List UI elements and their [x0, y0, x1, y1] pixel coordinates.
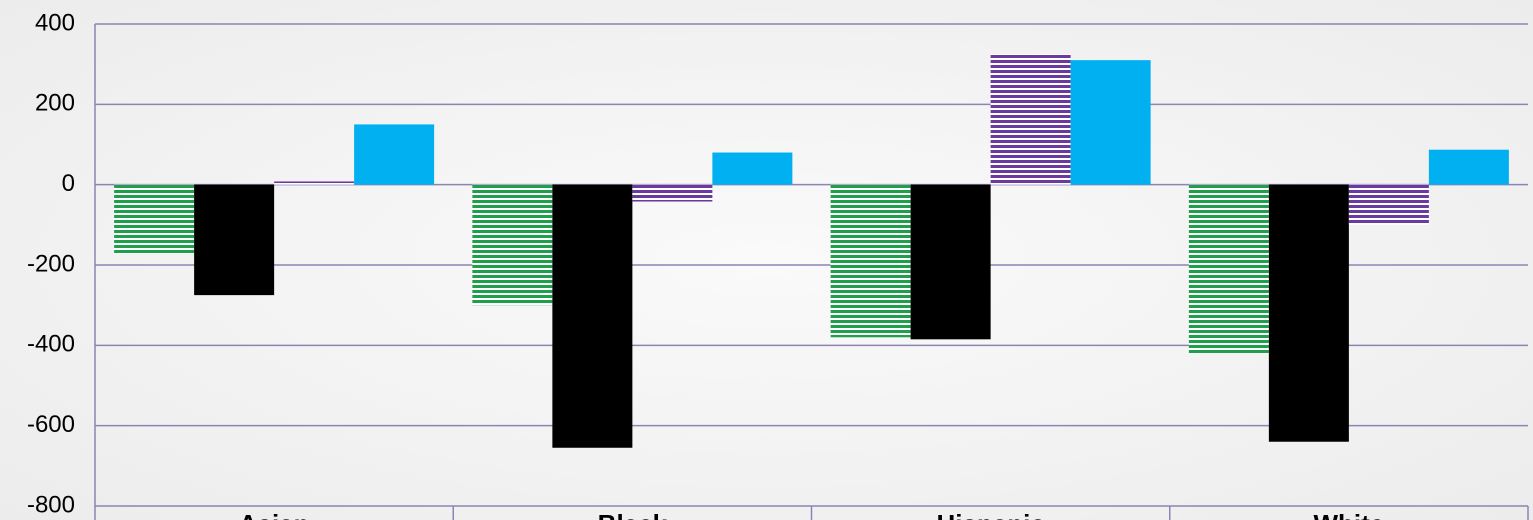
y-tick-label: 200: [35, 90, 75, 117]
bar: [194, 184, 275, 296]
y-tick-label: -600: [27, 411, 75, 438]
bar: [552, 184, 633, 448]
bar: [1268, 184, 1349, 442]
y-tick-label: -400: [27, 331, 75, 358]
y-tick-label: 400: [35, 9, 75, 36]
bar: [990, 54, 1071, 185]
x-tick-label: Asian: [239, 509, 310, 520]
bar: [472, 184, 553, 306]
bar: [632, 184, 713, 202]
bar: [830, 184, 911, 338]
x-tick-label: Black: [598, 509, 668, 520]
bar: [114, 184, 195, 254]
y-tick-label: 0: [62, 170, 75, 197]
bar: [1188, 184, 1269, 354]
bar: [354, 124, 435, 185]
y-tick-label: -200: [27, 250, 75, 277]
y-tick-label: -800: [27, 491, 75, 518]
x-tick-label: White: [1313, 509, 1384, 520]
bar: [1348, 184, 1429, 225]
x-tick-label: Hispanic: [936, 509, 1044, 520]
bar: [274, 181, 355, 185]
bar: [910, 184, 991, 340]
bar: [712, 152, 793, 185]
bar: [1070, 60, 1151, 185]
bar: [1428, 149, 1509, 185]
